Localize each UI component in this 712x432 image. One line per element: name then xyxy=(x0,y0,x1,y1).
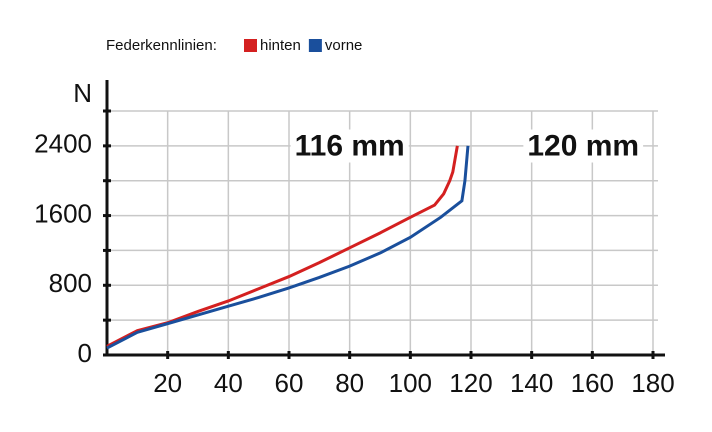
legend-swatch xyxy=(244,39,257,52)
x-tick-label: 20 xyxy=(153,368,182,398)
data-line xyxy=(106,145,459,348)
x-tick-label: 100 xyxy=(389,368,432,398)
x-tick-label: 160 xyxy=(571,368,614,398)
y-axis-label: N xyxy=(73,78,92,108)
x-tick-label: 140 xyxy=(510,368,553,398)
y-tick-label: 800 xyxy=(49,268,92,298)
x-tick-label: 40 xyxy=(214,368,243,398)
y-tick-label: 0 xyxy=(78,338,92,368)
x-tick-label: 120 xyxy=(449,368,492,398)
annotation-bg xyxy=(523,129,644,163)
annotation-bg xyxy=(290,129,409,163)
y-tick-label: 2400 xyxy=(34,129,92,159)
x-tick-label: 60 xyxy=(275,368,304,398)
legend-label: hinten xyxy=(260,37,301,54)
data-line xyxy=(106,145,470,350)
y-tick-label: 1600 xyxy=(34,198,92,228)
annotation: 120 mm xyxy=(527,130,639,163)
legend-label: vorne xyxy=(325,37,363,54)
legend-title: Federkennlinien: xyxy=(106,37,217,54)
x-tick-label: 180 xyxy=(631,368,674,398)
annotation: 116 mm xyxy=(295,130,405,163)
legend-swatch xyxy=(308,39,322,52)
x-tick-label: 80 xyxy=(335,368,364,398)
